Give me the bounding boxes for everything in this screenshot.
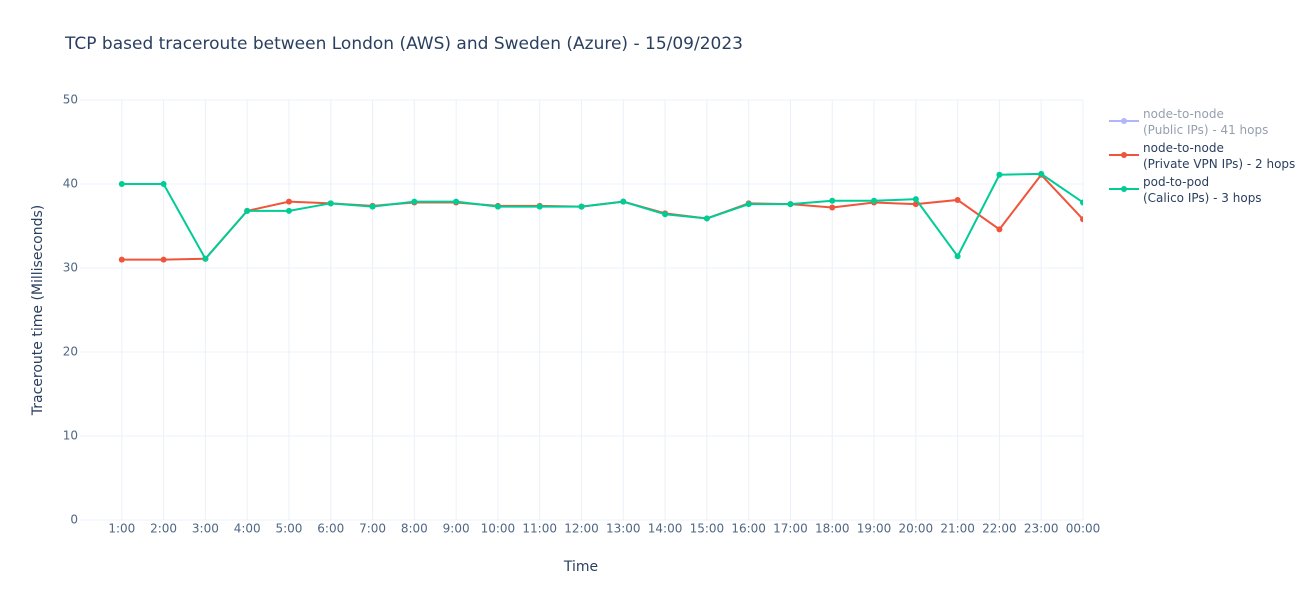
x-tick-label: 1:00 xyxy=(108,522,135,536)
x-tick-label: 10:00 xyxy=(481,522,516,536)
chart-title: TCP based traceroute between London (AWS… xyxy=(64,34,743,54)
legend-marker xyxy=(1121,118,1127,124)
x-tick-label: 3:00 xyxy=(192,522,219,536)
marker xyxy=(369,203,376,210)
line xyxy=(121,172,1083,261)
x-tick-label: 12:00 xyxy=(564,522,599,536)
marker xyxy=(578,203,585,210)
marker xyxy=(160,256,167,263)
marker xyxy=(745,201,752,208)
x-tick-label: 15:00 xyxy=(690,522,725,536)
marker xyxy=(787,201,794,208)
marker xyxy=(996,171,1003,178)
x-tick-label: 20:00 xyxy=(899,522,934,536)
x-axis-label: Time xyxy=(563,559,598,575)
x-tick-label: 5:00 xyxy=(275,522,302,536)
marker xyxy=(1080,216,1083,223)
marker xyxy=(703,215,710,222)
x-tick-label: 6:00 xyxy=(317,522,344,536)
legend-label: pod-to-pod (Calico IPs) - 3 hops xyxy=(1143,175,1262,205)
legend-marker xyxy=(1121,186,1127,192)
legend: node-to-node (Public IPs) - 41 hops node-… xyxy=(1108,106,1295,208)
marker xyxy=(453,198,460,205)
marker xyxy=(118,181,125,187)
marker xyxy=(244,207,251,214)
x-tick-label: 23:00 xyxy=(1024,522,1059,536)
marker xyxy=(871,197,878,204)
marker xyxy=(160,181,167,187)
marker xyxy=(118,256,125,263)
legend-marker xyxy=(1121,152,1127,158)
legend-swatch xyxy=(1109,118,1139,124)
marker xyxy=(912,196,919,203)
x-tick-label: 8:00 xyxy=(401,522,428,536)
marker xyxy=(285,198,292,205)
y-tick-label: 0 xyxy=(70,513,78,527)
marker xyxy=(829,204,836,211)
marker xyxy=(620,198,627,205)
marker xyxy=(954,253,961,260)
x-tick-label: 18:00 xyxy=(815,522,850,536)
x-tick-label: 22:00 xyxy=(982,522,1017,536)
marker xyxy=(662,211,669,218)
legend-item[interactable]: node-to-node (Private VPN IPs) - 2 hops xyxy=(1108,140,1295,174)
legend-swatch xyxy=(1109,186,1139,192)
y-tick-label: 20 xyxy=(63,345,78,359)
series xyxy=(118,171,1083,263)
x-tick-label: 9:00 xyxy=(443,522,470,536)
x-tick-label: 00:00 xyxy=(1066,522,1101,536)
marker xyxy=(327,200,334,207)
y-tick-label: 50 xyxy=(63,93,78,107)
marker xyxy=(1038,170,1045,177)
legend-label: node-to-node (Private VPN IPs) - 2 hops xyxy=(1143,141,1296,171)
x-tick-label: 4:00 xyxy=(234,522,261,536)
legend-swatch xyxy=(1109,152,1139,158)
marker xyxy=(202,255,209,262)
legend-item[interactable]: node-to-node (Public IPs) - 41 hops xyxy=(1108,106,1295,140)
line xyxy=(121,173,1083,261)
x-tick-label: 7:00 xyxy=(359,522,386,536)
grid xyxy=(80,99,1084,521)
x-tick-label: 2:00 xyxy=(150,522,177,536)
x-tick-label: 13:00 xyxy=(606,522,641,536)
x-tick-label: 19:00 xyxy=(857,522,892,536)
x-tick-label: 16:00 xyxy=(731,522,766,536)
marker xyxy=(411,198,418,205)
marker xyxy=(996,226,1003,233)
y-tick-label: 30 xyxy=(63,261,78,275)
x-tick-label: 11:00 xyxy=(522,522,557,536)
y-tick-label: 40 xyxy=(63,177,78,191)
marker xyxy=(829,197,836,204)
x-tick-label: 21:00 xyxy=(940,522,975,536)
series xyxy=(118,170,1083,262)
legend-item[interactable]: pod-to-pod (Calico IPs) - 3 hops xyxy=(1108,174,1295,208)
y-axis-label: Traceroute time (Milliseconds) xyxy=(30,205,46,416)
x-tick-label: 14:00 xyxy=(648,522,683,536)
marker xyxy=(1080,199,1083,206)
legend-label: node-to-node (Public IPs) - 41 hops xyxy=(1143,107,1269,137)
marker xyxy=(494,203,501,210)
marker xyxy=(536,203,543,210)
marker xyxy=(954,196,961,203)
y-tick-label: 10 xyxy=(63,429,78,443)
marker xyxy=(285,207,292,214)
x-tick-label: 17:00 xyxy=(773,522,808,536)
